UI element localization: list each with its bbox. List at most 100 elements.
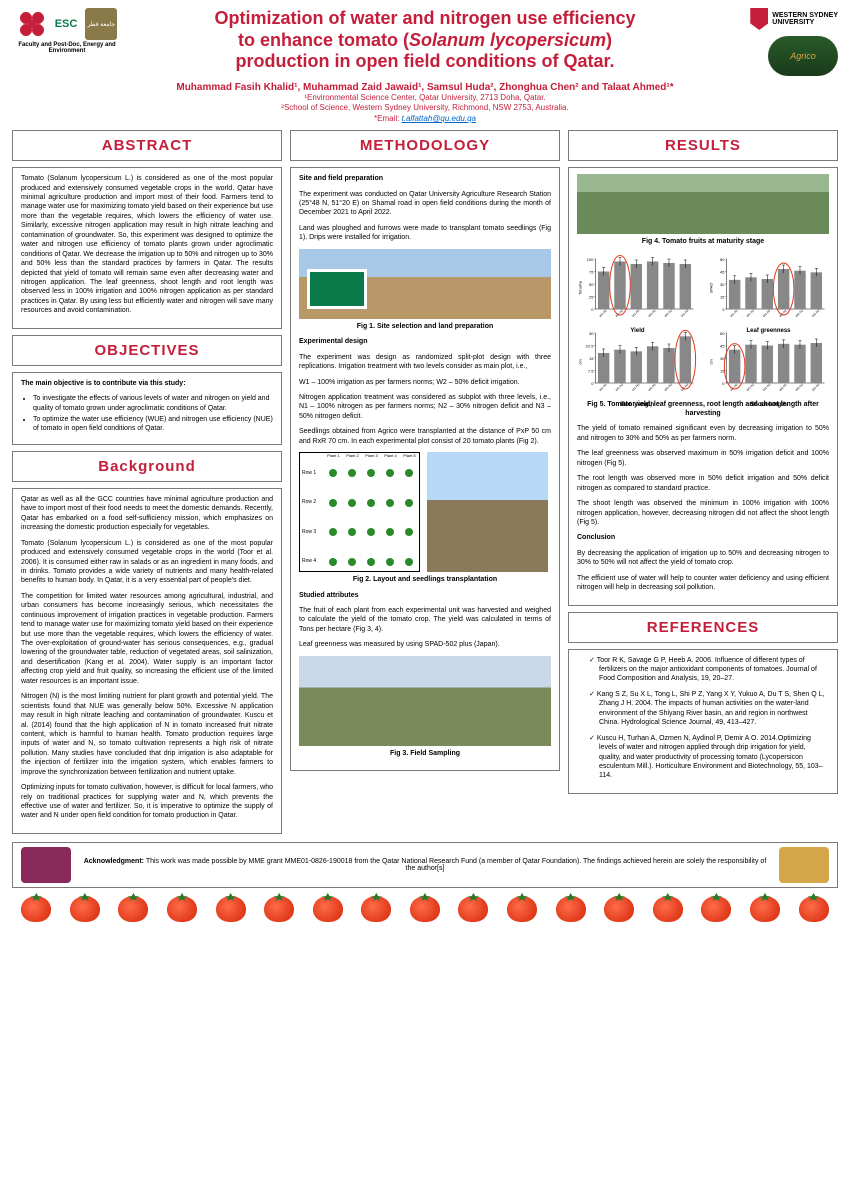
authors-block: Muhammad Fasih Khalid¹, Muhammad Zaid Ja… [0,80,850,130]
m-p1b: Land was ploughed and furrows were made … [299,224,551,243]
tomato-icon [604,896,634,922]
chart-shoot length: 015304560cmW1-N1W1-N2W1-N3W2-N1W2-N2W2-N… [708,327,829,397]
m-p1: The experiment was conducted on Qatar Un… [299,190,551,218]
email-link[interactable]: t.alfattah@qu.edu.qa [402,114,476,123]
bg-p4: Nitrogen (N) is the most limiting nutrie… [21,692,273,777]
tomato-icon [264,896,294,922]
tomato-icon [750,896,780,922]
faculty-label: Faculty and Post-Doc, Energy and Environ… [12,42,122,54]
conc-2: The efficient use of water will help to … [577,574,829,593]
svg-text:50: 50 [589,282,594,287]
background-body: Qatar as well as all the GCC countries h… [12,488,282,834]
svg-text:60: 60 [720,257,725,262]
r-p4: The shoot length was observed the minimu… [577,499,829,527]
right-logos: WESTERN SYDNEYUNIVERSITY Agrico [728,8,838,76]
tomato-icon [556,896,586,922]
m-p2b: W1 – 100% irrigation as per farmers norm… [299,378,551,387]
svg-text:0: 0 [722,307,725,312]
tomato-icon [799,896,829,922]
svg-text:W1-N2: W1-N2 [615,382,625,392]
tomato-icon [70,896,100,922]
m-p2: The experiment was design as randomized … [299,353,551,372]
svg-text:W2-N2: W2-N2 [795,308,805,318]
author-names: Muhammad Fasih Khalid¹, Muhammad Zaid Ja… [20,82,830,93]
fig2-caption: Fig 2. Layout and seedlings transplantat… [353,576,497,583]
tomato-icon [21,896,51,922]
svg-text:W1-N2: W1-N2 [746,382,756,392]
references-header: REFERENCES [568,612,838,643]
esc-star-icon [17,9,47,39]
objectives-body: The main objective is to contribute via … [12,372,282,445]
svg-text:W1-N1: W1-N1 [598,382,608,392]
fig3-image [299,656,551,746]
svg-text:30: 30 [720,282,725,287]
objective-2: To optimize the water use efficiency (WU… [33,415,273,434]
results-header: RESULTS [568,130,838,161]
title-line2b: ) [606,30,612,50]
svg-text:cm: cm [577,358,582,364]
sign-icon [307,269,367,309]
svg-text:W1-N3: W1-N3 [762,382,772,392]
chart-root length: 07.51522.530cmW1-N1W1-N2W1-N3W2-N1W2-N2W… [577,327,698,397]
columns: ABSTRACT Tomato (Solanum lycopersicum L.… [0,130,850,834]
wsu-shield-icon [750,8,768,30]
left-logos: ESC جامعة قطر Faculty and Post-Doc, Ener… [12,8,122,54]
svg-text:W2-N3: W2-N3 [811,382,821,392]
m-h1: Site and field preparation [299,175,383,182]
svg-text:W2-N2: W2-N2 [664,382,674,392]
ref-2: Kang S Z, Su X L, Tong L, Shi P Z, Yang … [589,690,829,728]
svg-text:W1-N1: W1-N1 [598,308,608,318]
title-line1: Optimization of water and nitrogen use e… [214,8,635,28]
affiliation-1: ¹Environmental Science Center, Qatar Uni… [20,93,830,103]
tomato-icon [361,896,391,922]
wsu-text1: WESTERN SYDNEY [772,12,838,19]
svg-text:0: 0 [591,381,594,386]
objectives-header: OBJECTIVES [12,335,282,366]
tomato-icon [507,896,537,922]
agrico-logo: Agrico [768,36,838,76]
svg-text:W2-N1: W2-N1 [647,382,657,392]
svg-text:30: 30 [589,331,594,336]
affiliation-2: ²School of Science, Western Sydney Unive… [20,103,830,113]
bg-p1: Qatar as well as all the GCC countries h… [21,495,273,533]
objective-1: To investigate the effects of various le… [33,394,273,413]
svg-text:75: 75 [589,269,594,274]
results-body: Fig 4. Tomato fruits at maturity stage 0… [568,167,838,605]
svg-text:22.5: 22.5 [586,343,595,348]
r-p1: The yield of tomato remained significant… [577,424,829,443]
svg-text:7.5: 7.5 [588,368,594,373]
svg-text:W2-N2: W2-N2 [795,382,805,392]
poster-header: ESC جامعة قطر Faculty and Post-Doc, Ener… [0,0,850,80]
background-header: Background [12,451,282,482]
m-p3: Nitrogen application treatment was consi… [299,393,551,421]
column-center: METHODOLOGY Site and field preparation T… [290,130,560,771]
obj-intro: The main objective is to contribute via … [21,380,186,387]
svg-text:cm: cm [709,358,714,364]
m-p6: Leaf greenness was measured by using SPA… [299,640,551,649]
conc-1: By decreasing the application of irrigat… [577,549,829,568]
tomato-icon [458,896,488,922]
poster-title: Optimization of water and nitrogen use e… [122,8,728,73]
conclusion-h: Conclusion [577,534,615,541]
fig1-image [299,249,551,319]
svg-text:45: 45 [720,343,725,348]
title-species: Solanum lycopersicum [409,30,606,50]
wsu-text2: UNIVERSITY [772,19,814,26]
bg-p2: Tomato (Solanum lycopersicum L.) is cons… [21,539,273,586]
qnrf-logo-icon [21,847,71,883]
plot-diagram: Plant 1Plant 2Plant 3Plant 4Plant 5Row 1… [299,452,420,572]
bg-p5: Optimizing inputs for tomato cultivation… [21,783,273,821]
email-label: *Email: [374,114,402,123]
svg-text:100: 100 [587,257,594,262]
chart-leaf greenness: 015304560SPADW1-N1W1-N2W1-N3W2-N1W2-N2W2… [708,253,829,323]
ref-1: Toor R K, Savage G P, Heeb A. 2006. Infl… [589,656,829,684]
chart-yield: 0255075100Tons/haW1-N1W1-N2W1-N3W2-N1W2-… [577,253,698,323]
svg-text:W1-N3: W1-N3 [631,382,641,392]
r-p3: The root length was observed more in 50%… [577,474,829,493]
field-photo [427,452,548,572]
m-p5: The fruit of each plant from each experi… [299,606,551,634]
tomato-icon [167,896,197,922]
references-body: Toor R K, Savage G P, Heeb A. 2006. Infl… [568,649,838,794]
title-line3: production in open field conditions of Q… [236,51,615,71]
ack-text: This work was made possible by MME grant… [144,858,766,872]
